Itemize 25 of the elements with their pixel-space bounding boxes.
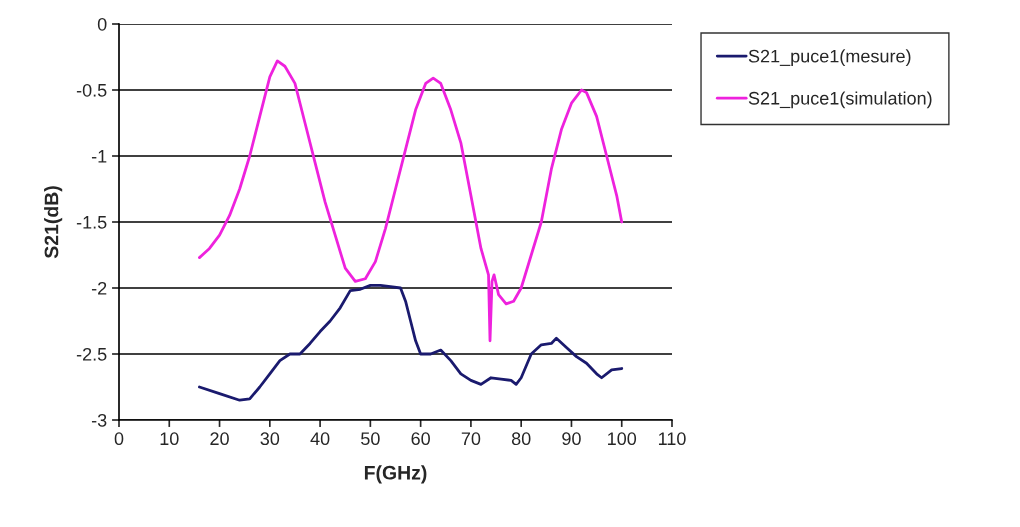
line-series [198, 283, 624, 402]
x-tick-label: 0 [114, 432, 124, 446]
x-tick-label: 110 [658, 432, 686, 446]
legend-label: S21_puce1(simulation) [748, 91, 932, 109]
y-tick-label: -3 [91, 413, 107, 427]
x-tick-label: 60 [411, 432, 430, 446]
x-tick-label: 30 [260, 432, 280, 446]
x-tick-label: 90 [562, 432, 581, 446]
x-tick-label: 40 [310, 432, 330, 446]
y-axis-title: S21(dB) [44, 186, 63, 259]
y-tick-label: -2 [91, 281, 107, 295]
y-tick-label: -1 [91, 150, 107, 163]
y-tick-label: -1.5 [76, 216, 107, 229]
x-tick-label: 80 [511, 432, 531, 446]
x-tick-label: 70 [461, 432, 481, 446]
x-axis-title: F(GHz) [364, 465, 427, 484]
y-tick-label: -2.5 [76, 347, 107, 361]
x-tick-label: 100 [608, 432, 637, 446]
y-tick-label: 0 [97, 17, 107, 31]
y-tick-label: -0.5 [76, 83, 107, 97]
x-tick-label: 10 [160, 432, 179, 446]
line-series [198, 59, 624, 343]
x-tick-label: 20 [210, 432, 229, 446]
x-tick-label: 50 [361, 432, 380, 446]
legend-label: S21_puce1(mesure) [748, 49, 911, 67]
